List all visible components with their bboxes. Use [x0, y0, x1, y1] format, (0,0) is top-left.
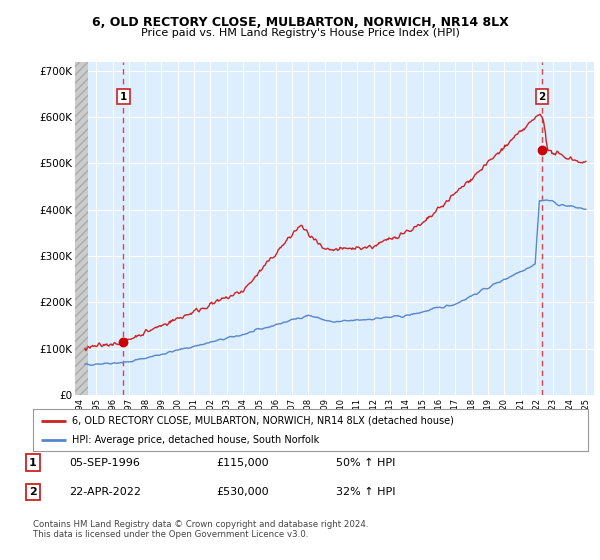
- Text: Contains HM Land Registry data © Crown copyright and database right 2024.
This d: Contains HM Land Registry data © Crown c…: [33, 520, 368, 539]
- Text: 22-APR-2022: 22-APR-2022: [69, 487, 141, 497]
- Text: Price paid vs. HM Land Registry's House Price Index (HPI): Price paid vs. HM Land Registry's House …: [140, 28, 460, 38]
- Text: 50% ↑ HPI: 50% ↑ HPI: [336, 458, 395, 468]
- Text: 6, OLD RECTORY CLOSE, MULBARTON, NORWICH, NR14 8LX: 6, OLD RECTORY CLOSE, MULBARTON, NORWICH…: [92, 16, 508, 29]
- Text: 32% ↑ HPI: 32% ↑ HPI: [336, 487, 395, 497]
- Text: 2: 2: [29, 487, 37, 497]
- Text: 1: 1: [120, 92, 127, 101]
- Text: 2: 2: [538, 92, 545, 101]
- Text: £115,000: £115,000: [216, 458, 269, 468]
- Text: £530,000: £530,000: [216, 487, 269, 497]
- Bar: [75, 62, 88, 395]
- Text: 6, OLD RECTORY CLOSE, MULBARTON, NORWICH, NR14 8LX (detached house): 6, OLD RECTORY CLOSE, MULBARTON, NORWICH…: [72, 416, 454, 426]
- Text: 1: 1: [29, 458, 37, 468]
- Text: HPI: Average price, detached house, South Norfolk: HPI: Average price, detached house, Sout…: [72, 435, 319, 445]
- Text: 05-SEP-1996: 05-SEP-1996: [69, 458, 140, 468]
